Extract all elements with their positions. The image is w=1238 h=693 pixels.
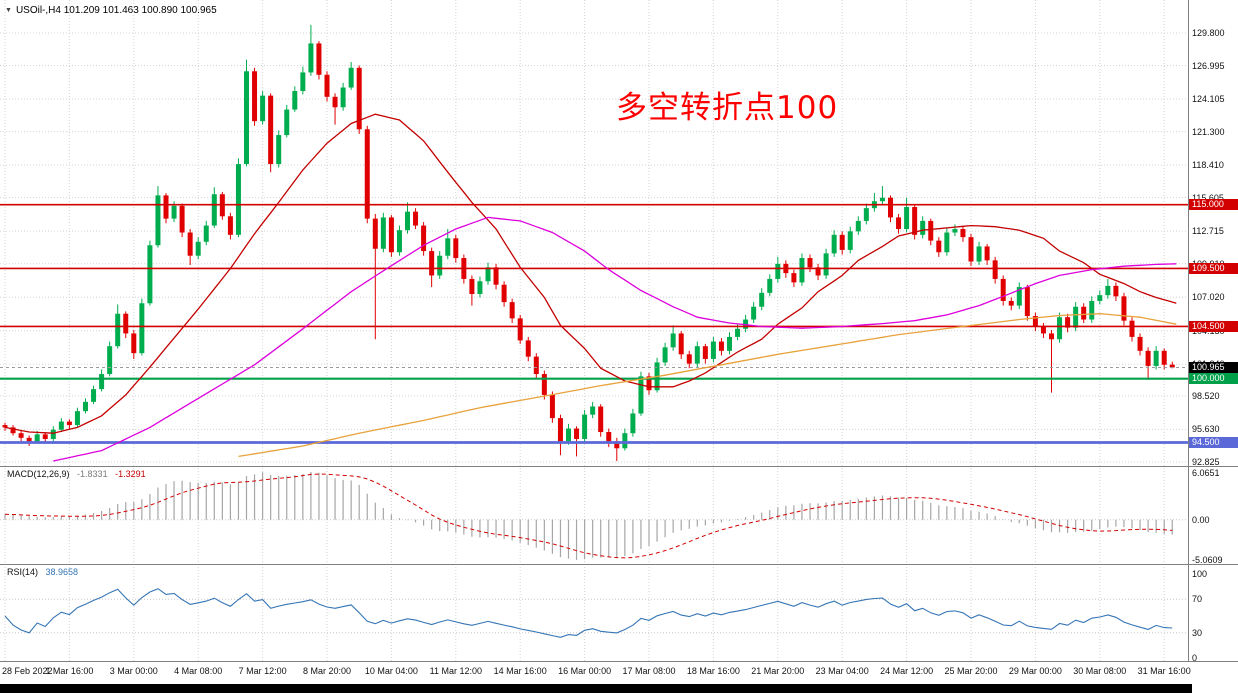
time-axis-label: 23 Mar 04:00 [815, 666, 869, 676]
price-scale-label: 115.605 [1192, 192, 1224, 203]
time-axis-label: 30 Mar 08:00 [1073, 666, 1127, 676]
window-bottom-corner [1192, 684, 1238, 693]
price-scale-label: 126.995 [1192, 60, 1225, 71]
time-axis-label: 18 Mar 16:00 [686, 666, 740, 676]
price-tag-115.000: 115.000 [1189, 199, 1238, 211]
chart-ohlc-readout: USOil-,H4 101.209 101.463 100.890 100.96… [15, 5, 217, 16]
panel-separators [0, 0, 1238, 662]
price-scale-label: 98.520 [1192, 390, 1220, 401]
window-bottom-bar [0, 684, 1192, 693]
ma-magenta [53, 216, 1177, 462]
rsi-line [4, 588, 1173, 638]
time-axis-label: 25 Mar 20:00 [944, 666, 998, 676]
price-tag-100.965: 100.965 [1189, 361, 1238, 373]
rsi-scale-label: 30 [1192, 627, 1203, 638]
rsi-panel [0, 588, 1188, 638]
time-axis-label: 1 Mar 16:00 [45, 666, 94, 676]
horizontal-levels [0, 203, 1188, 444]
ma-red [4, 113, 1177, 434]
time-axis-label: 29 Mar 00:00 [1008, 666, 1062, 676]
time-axis-label: 10 Mar 04:00 [364, 666, 418, 676]
time-axis-label: 28 Feb 2022 [2, 666, 53, 676]
macd-signal-line [4, 473, 1173, 559]
rsi-name: RSI(14) [7, 567, 39, 577]
chart-annotation-text: 多空转折点100 [616, 90, 839, 126]
rsi-scale-label: 70 [1192, 594, 1203, 605]
time-axis-label: 11 Mar 12:00 [429, 666, 482, 676]
time-axis[interactable]: 28 Feb 2022 1 Mar 16:00 3 Mar 00:00 4 Mar 0… [0, 662, 1238, 684]
macd-scale-label: -5.0609 [1192, 555, 1223, 565]
chart-collapse-icon[interactable]: ▼ [5, 7, 12, 14]
time-axis-label: 17 Mar 08:00 [622, 666, 676, 676]
time-axis-label: 4 Mar 08:00 [174, 666, 223, 676]
time-axis-label: 14 Mar 16:00 [493, 666, 547, 676]
macd-panel [0, 472, 1188, 560]
price-tag-100.000: 100.000 [1189, 373, 1238, 385]
macd-name: MACD(12,26,9) [7, 469, 70, 479]
chart-header: ▼ USOil-,H4 101.209 101.463 100.890 100.… [5, 5, 217, 16]
moving-average-lines [4, 113, 1177, 462]
ma-orange [238, 313, 1177, 458]
price-scale-label: 107.020 [1192, 292, 1225, 303]
rsi-indicator-label: RSI(14) 38.9658 [7, 567, 83, 577]
macd-main-value: -1.8331 [77, 469, 108, 479]
price-scale-label: 118.410 [1192, 160, 1224, 171]
time-axis-label: 21 Mar 20:00 [751, 666, 805, 676]
price-tag-94.500: 94.500 [1189, 436, 1238, 448]
macd-signal-value: -1.3291 [115, 469, 146, 479]
time-axis-label: 31 Mar 16:00 [1137, 666, 1191, 676]
macd-scale-label: 0.00 [1192, 514, 1210, 525]
price-scale-label: 95.630 [1192, 424, 1220, 435]
grid [0, 0, 1188, 661]
time-axis-label: 24 Mar 12:00 [880, 666, 934, 676]
time-axis-label: 3 Mar 00:00 [109, 666, 158, 676]
price-tag-104.500: 104.500 [1189, 320, 1238, 332]
time-axis-label: 7 Mar 12:00 [238, 666, 287, 676]
macd-scale-label: 6.0651 [1192, 468, 1220, 478]
price-scale-label: 121.300 [1192, 126, 1225, 137]
time-axis-label: 8 Mar 20:00 [302, 666, 352, 676]
time-axis-label: 16 Mar 00:00 [558, 666, 612, 676]
price-scale[interactable]: 129.800 126.995 124.105 121.300 118.410 115.6… [1189, 0, 1238, 663]
macd-indicator-label: MACD(12,26,9) -1.8331 -1.3291 [7, 469, 151, 479]
rsi-value: 38.9658 [45, 567, 79, 577]
rsi-scale-label: 100 [1192, 569, 1208, 579]
price-scale-label: 124.105 [1192, 94, 1225, 105]
price-scale-label: 112.715 [1192, 226, 1224, 237]
price-scale-label: 129.800 [1192, 28, 1225, 38]
price-tag-109.500: 109.500 [1189, 262, 1238, 274]
price-scale-label: 92.825 [1192, 456, 1220, 467]
rsi-scale-label: 0 [1192, 653, 1198, 663]
candles [2, 24, 1175, 462]
